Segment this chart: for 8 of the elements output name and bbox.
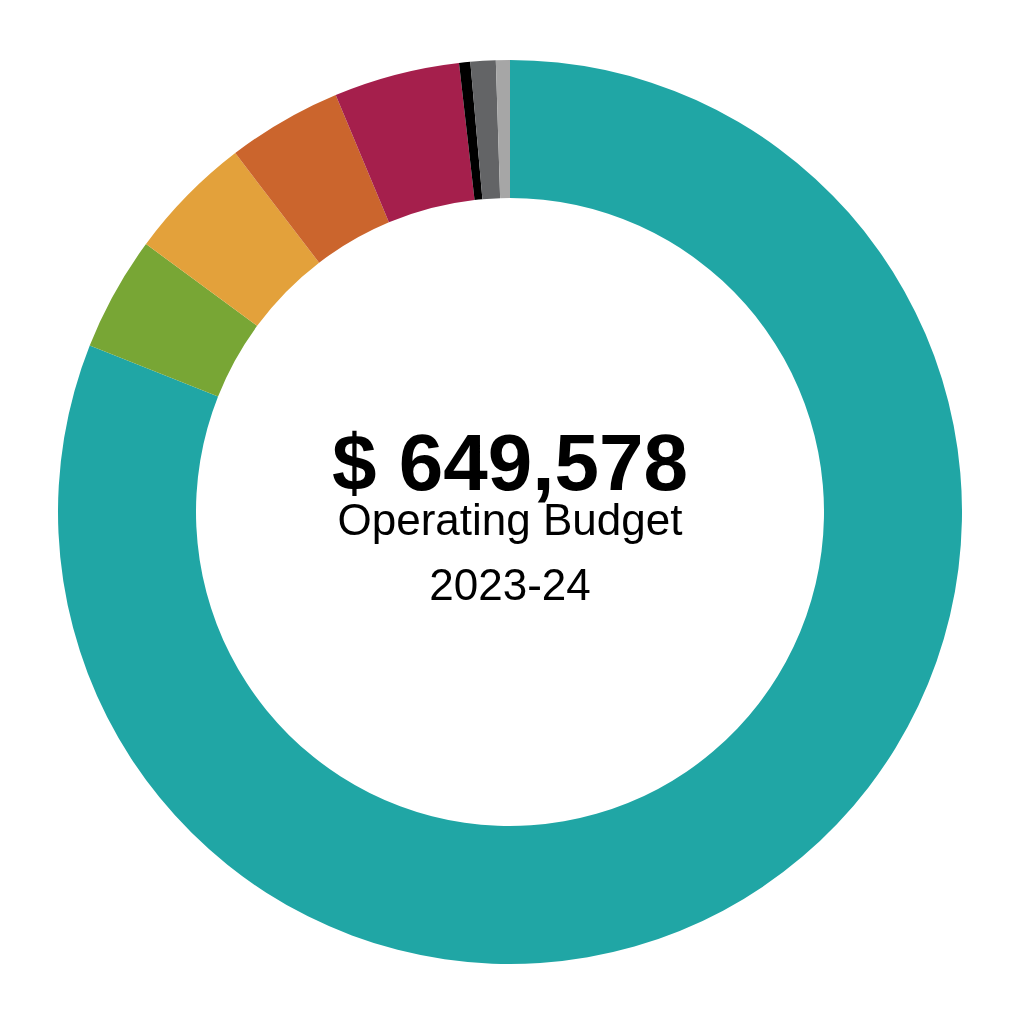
donut-slice [458,61,483,201]
donut-slice [470,60,501,200]
donut-slice [335,62,475,223]
donut-slice [58,60,962,964]
donut-slice [146,153,320,326]
donut-slice [495,60,510,199]
donut-slice [235,94,389,263]
donut-slice [89,244,258,397]
